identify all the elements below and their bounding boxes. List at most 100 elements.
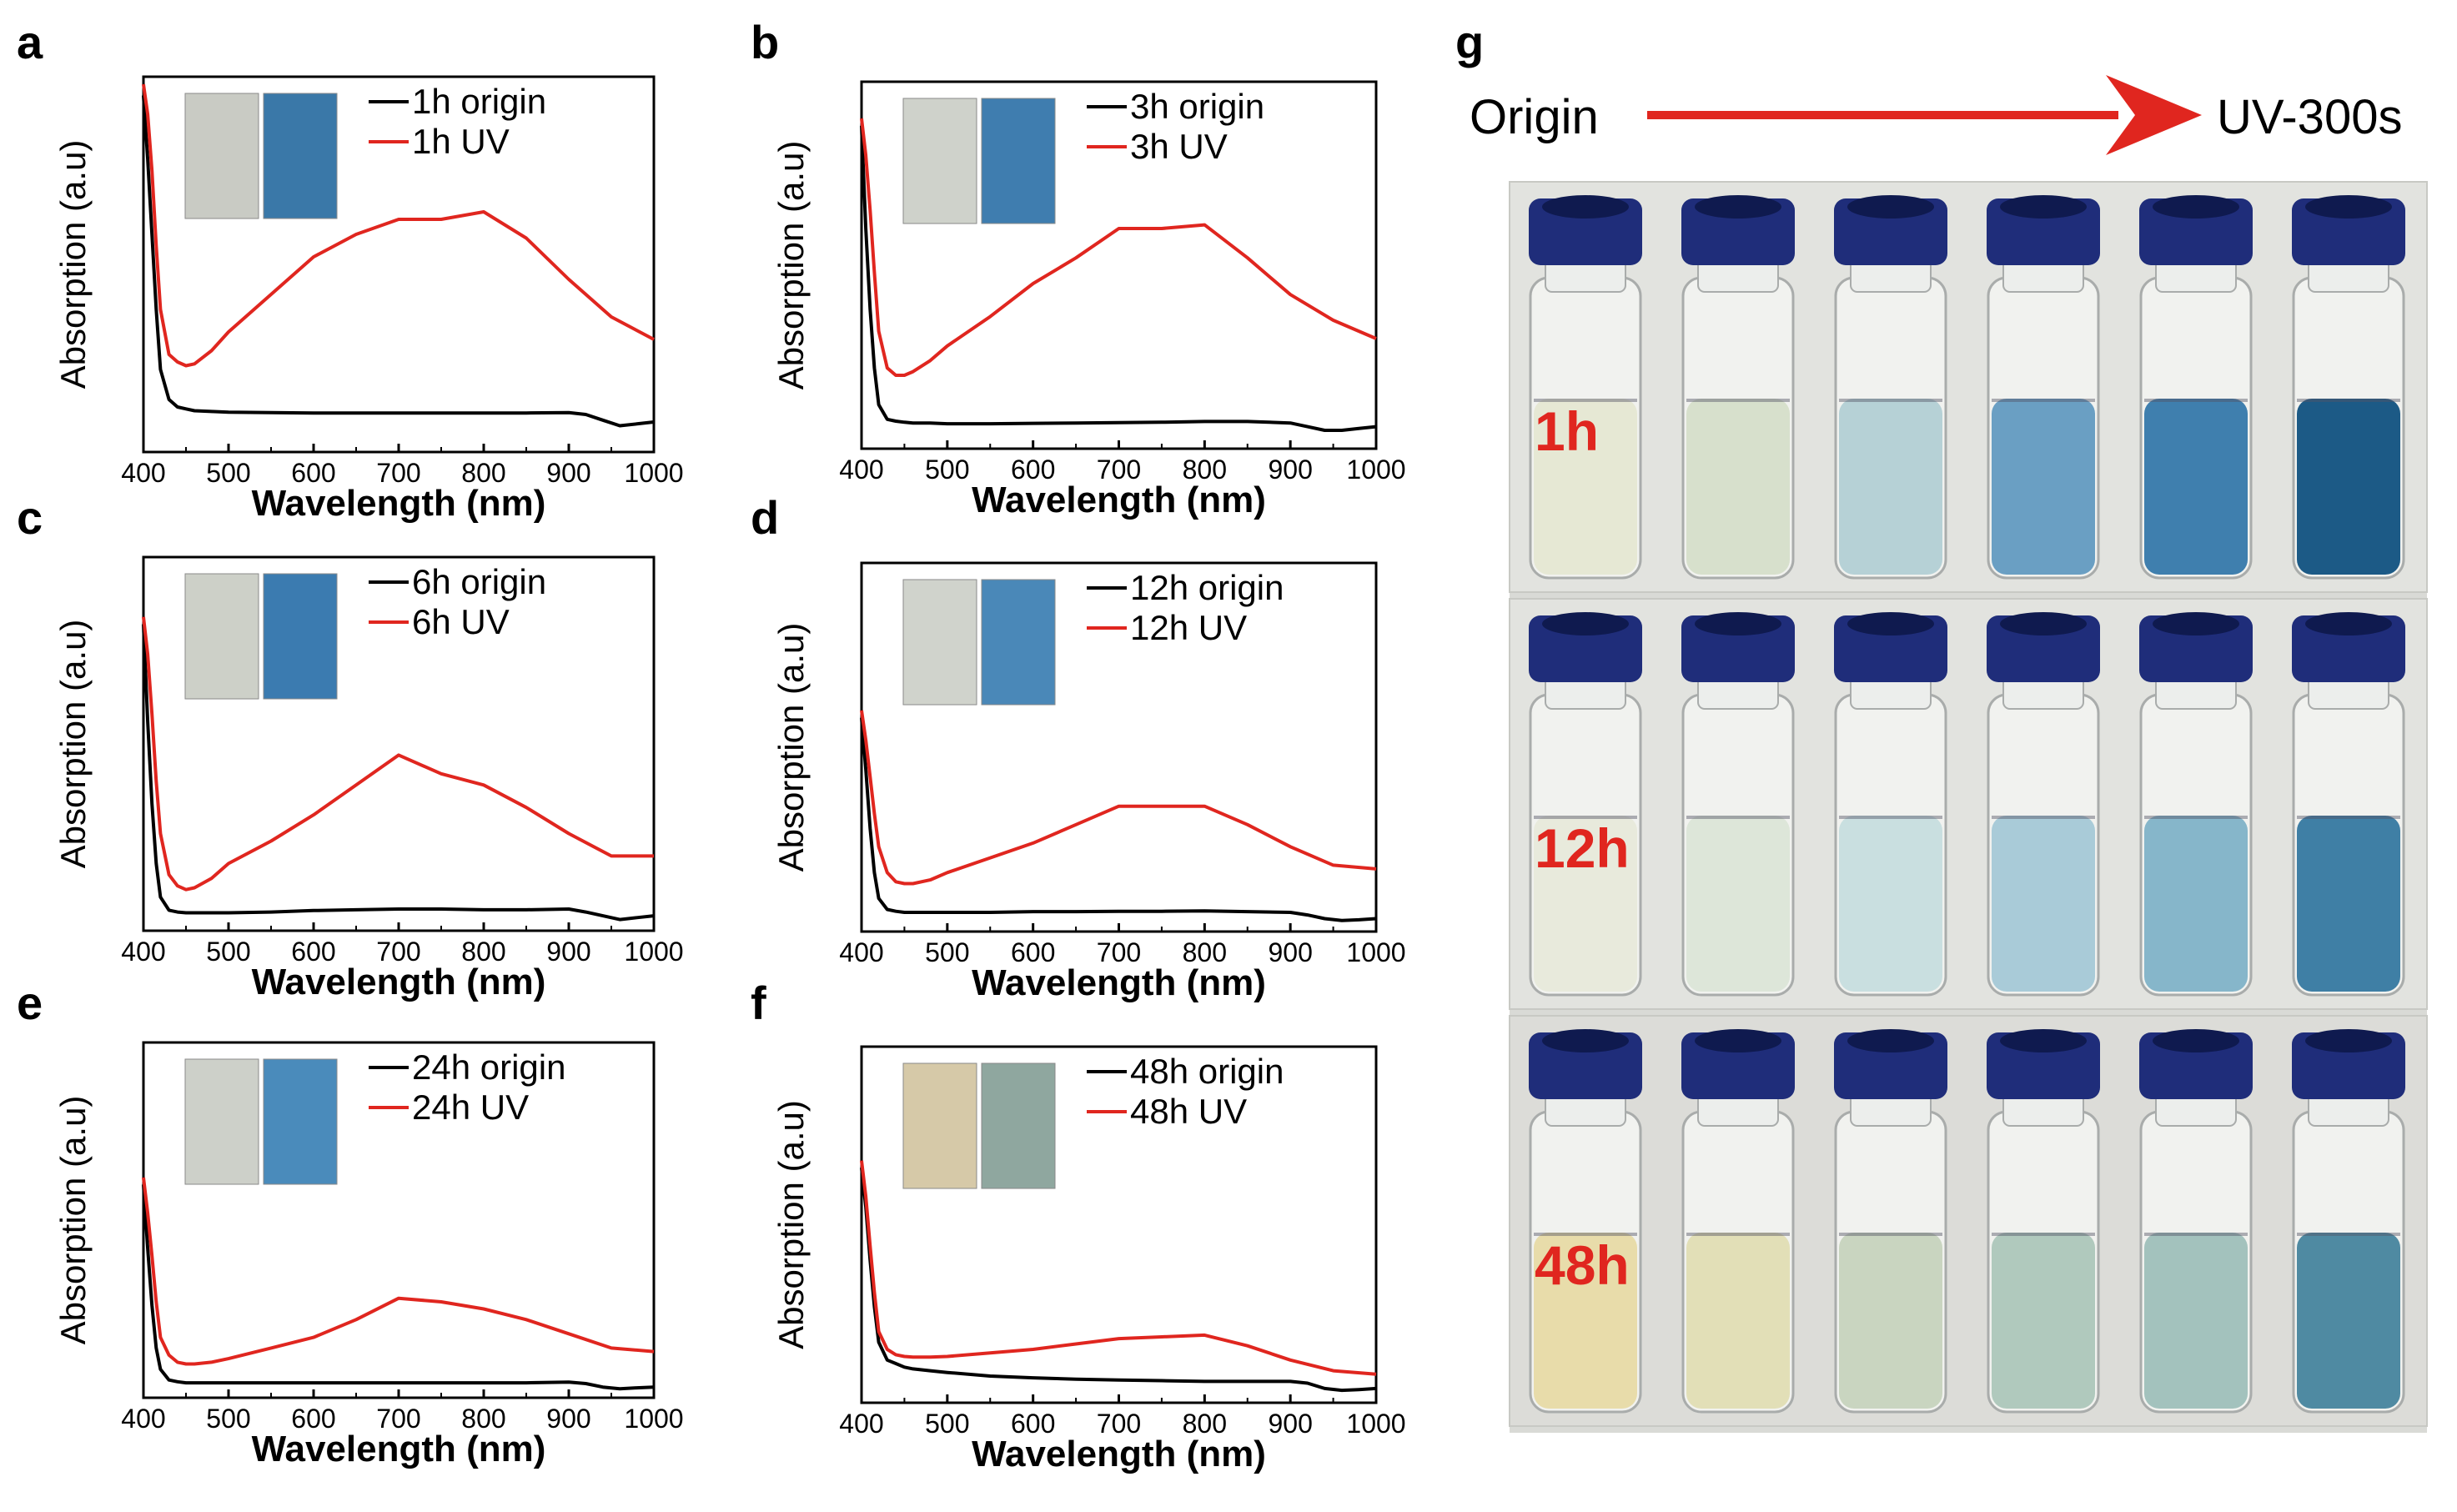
vial	[1834, 195, 1947, 580]
vial-liquid	[1686, 816, 1790, 992]
vial-liquid	[1992, 1233, 2095, 1409]
x-tick-label: 400	[839, 455, 883, 485]
x-tick-label: 900	[546, 937, 590, 967]
vial-cap-top	[2153, 1029, 2239, 1052]
vial-row-12h: 12h	[1509, 598, 2428, 1010]
arrow-start-label: Origin	[1470, 90, 1599, 144]
x-tick-label: 700	[376, 1404, 420, 1434]
vial-liquid	[2297, 816, 2400, 992]
y-axis-label: Absorption (a.u)	[53, 620, 93, 869]
vial-liquid	[1992, 399, 2095, 575]
chart-b: b 400 500 600 700 800 900 1000 Wavelength (nm) Ab…	[751, 16, 1406, 520]
vial-liquid	[2144, 816, 2248, 992]
vial	[1529, 612, 1642, 997]
row-label: 12h	[1535, 817, 1630, 879]
panel-label-g: g	[1455, 16, 1484, 68]
series-line-uv	[142, 83, 655, 368]
vial-cap-top	[2000, 195, 2087, 219]
panel-label-c: c	[17, 491, 43, 544]
y-axis-label: Absorption (a.u)	[53, 1096, 93, 1345]
vial	[1681, 195, 1795, 580]
x-tick-label: 600	[291, 458, 335, 488]
vial-cap-top	[1847, 1029, 1934, 1052]
row-label: 48h	[1535, 1234, 1630, 1296]
x-tick-label: 1000	[624, 458, 683, 488]
x-tick-label: 600	[1011, 455, 1055, 485]
x-tick-label: 800	[1183, 937, 1227, 967]
series-line-uv	[860, 710, 1377, 886]
inset-cuvette-origin	[184, 1058, 259, 1185]
vial-cap-top	[1542, 195, 1629, 219]
legend-label: 12h origin	[1130, 568, 1284, 607]
x-tick-label: 400	[121, 1404, 165, 1434]
arrow-head-icon	[2106, 75, 2202, 155]
vial-cap-top	[2305, 612, 2392, 635]
x-tick-label: 900	[546, 1404, 590, 1434]
legend-label: 24h origin	[412, 1047, 565, 1087]
inset-cuvette-uv	[981, 1062, 1056, 1189]
panel-label-d: d	[751, 491, 779, 544]
legend-label: 3h UV	[1130, 127, 1228, 166]
x-tick-label: 600	[291, 937, 335, 967]
vial-cap-top	[2305, 195, 2392, 219]
x-tick-label: 1000	[1346, 937, 1405, 967]
vial-cap-top	[2000, 1029, 2087, 1052]
x-axis-label: Wavelength (nm)	[252, 483, 546, 524]
x-tick-label: 900	[1268, 937, 1312, 967]
x-tick-label: 600	[291, 1404, 335, 1434]
vial	[1987, 612, 2100, 997]
x-tick-label: 800	[461, 458, 505, 488]
vial-liquid	[1839, 399, 1942, 575]
inset-cuvette-uv	[263, 573, 338, 700]
legend-label: 6h origin	[412, 562, 546, 601]
x-tick-label: 1000	[624, 937, 683, 967]
x-axis-label: Wavelength (nm)	[972, 480, 1266, 520]
x-tick-label: 900	[1268, 455, 1312, 485]
vial-cap-top	[1847, 195, 1934, 219]
x-tick-label: 500	[925, 455, 969, 485]
series-line-uv	[142, 1177, 655, 1366]
panel-g-photo: g Origin UV-300s 1h 12h 48h	[1455, 16, 2428, 1433]
legend-label: 1h UV	[412, 122, 510, 161]
legend-label: 1h origin	[412, 82, 546, 121]
series-line-uv	[142, 616, 654, 892]
vial-cap-top	[1542, 1029, 1629, 1052]
vial	[1987, 195, 2100, 580]
x-tick-label: 700	[376, 937, 420, 967]
vial-liquid	[1839, 1233, 1942, 1409]
x-tick-label: 600	[1011, 937, 1055, 967]
vial-cap-top	[2153, 195, 2239, 219]
vial	[2292, 195, 2405, 580]
series-line-origin	[860, 125, 1377, 432]
series-line-origin	[860, 717, 1377, 922]
vial-cap-top	[1847, 612, 1934, 635]
vial-liquid	[1534, 1233, 1637, 1409]
x-tick-label: 700	[1097, 455, 1141, 485]
vial	[1529, 1029, 1642, 1414]
chart-a: a 400 500 600 700 800 900 1000 Wavelength (nm) Ab…	[17, 16, 684, 524]
x-tick-label: 700	[376, 458, 420, 488]
x-tick-label: 400	[121, 937, 165, 967]
y-axis-label: Absorption (a.u)	[53, 140, 93, 389]
legend-label: 12h UV	[1130, 608, 1247, 647]
x-tick-label: 400	[839, 1409, 883, 1439]
vial-liquid	[1534, 816, 1637, 992]
y-axis-label: Absorption (a.u)	[771, 623, 811, 872]
vial-liquid	[2297, 1233, 2400, 1409]
inset-cuvette-uv	[981, 579, 1056, 706]
series-line-origin	[860, 1167, 1377, 1393]
vial-cap-top	[2000, 612, 2087, 635]
legend-label: 48h UV	[1130, 1092, 1247, 1131]
x-tick-label: 500	[206, 1404, 250, 1434]
x-tick-label: 500	[925, 937, 969, 967]
inset-cuvette-uv	[263, 93, 338, 219]
inset-cuvette-origin	[184, 93, 259, 219]
vial-liquid	[1686, 399, 1790, 575]
chart-panels: a 400 500 600 700 800 900 1000 Wavelength (nm) Ab…	[17, 16, 1406, 1474]
vial	[1681, 1029, 1795, 1414]
x-tick-label: 800	[461, 937, 505, 967]
vial-cap-top	[1695, 612, 1781, 635]
vial-row-1h: 1h	[1509, 181, 2428, 593]
vial	[2292, 1029, 2405, 1414]
